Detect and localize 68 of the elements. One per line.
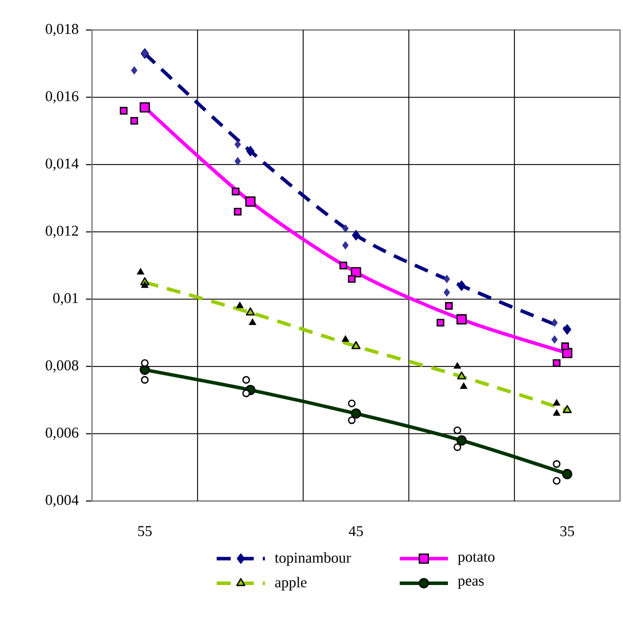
point — [457, 371, 466, 380]
point — [246, 307, 255, 316]
point — [551, 336, 558, 344]
x-tick-label: 45 — [348, 526, 363, 536]
point — [342, 224, 348, 232]
point — [444, 275, 450, 283]
legend-label: apple — [275, 576, 306, 590]
point — [553, 400, 560, 406]
point — [234, 157, 241, 166]
point — [234, 140, 241, 148]
point — [456, 435, 467, 446]
y-tick-label: 0,016 — [46, 91, 78, 104]
point — [460, 382, 468, 389]
point — [137, 268, 144, 274]
point — [120, 106, 128, 115]
point — [352, 230, 360, 240]
point — [454, 362, 461, 369]
point — [562, 468, 572, 480]
y-tick-label: 0,014 — [46, 158, 79, 171]
point — [552, 460, 560, 468]
point — [342, 336, 349, 342]
y-tick-label: 0,01 — [53, 293, 78, 306]
y-tick-label: 0,004 — [46, 494, 79, 508]
point — [454, 443, 462, 452]
point — [456, 314, 467, 324]
point — [552, 359, 560, 367]
point — [445, 302, 453, 310]
point — [551, 318, 558, 327]
legend-label: potato — [458, 553, 494, 565]
point — [454, 426, 462, 434]
point — [236, 302, 244, 308]
point — [348, 400, 356, 408]
point — [562, 405, 572, 414]
point — [140, 102, 150, 113]
y-tick-label: 0,012 — [46, 226, 78, 238]
point — [553, 410, 560, 416]
y-tick-label: 0,008 — [46, 360, 78, 373]
y-tick-label: 0,018 — [46, 24, 78, 36]
point — [130, 116, 138, 125]
legend-label: topinambour — [274, 552, 351, 566]
point — [351, 341, 361, 350]
point — [563, 324, 572, 335]
point — [242, 389, 250, 398]
point — [444, 288, 450, 296]
point — [246, 146, 254, 156]
point — [350, 408, 362, 419]
y-tick-label: 0,006 — [46, 428, 78, 440]
point — [350, 267, 362, 278]
point — [131, 66, 138, 74]
point — [245, 196, 256, 207]
point — [141, 282, 148, 288]
x-tick-label: 55 — [138, 526, 152, 536]
point — [552, 476, 560, 485]
point — [232, 188, 240, 196]
point — [348, 416, 356, 424]
point — [249, 318, 256, 325]
x-tick-label: 35 — [560, 526, 574, 536]
point — [342, 241, 348, 250]
point — [140, 359, 149, 367]
point — [339, 262, 348, 270]
point — [348, 275, 356, 283]
point — [458, 280, 466, 291]
point — [561, 342, 569, 350]
legend-label: peas — [458, 578, 484, 589]
point — [436, 318, 444, 327]
point — [242, 376, 250, 384]
point — [140, 376, 149, 384]
point — [234, 208, 242, 216]
